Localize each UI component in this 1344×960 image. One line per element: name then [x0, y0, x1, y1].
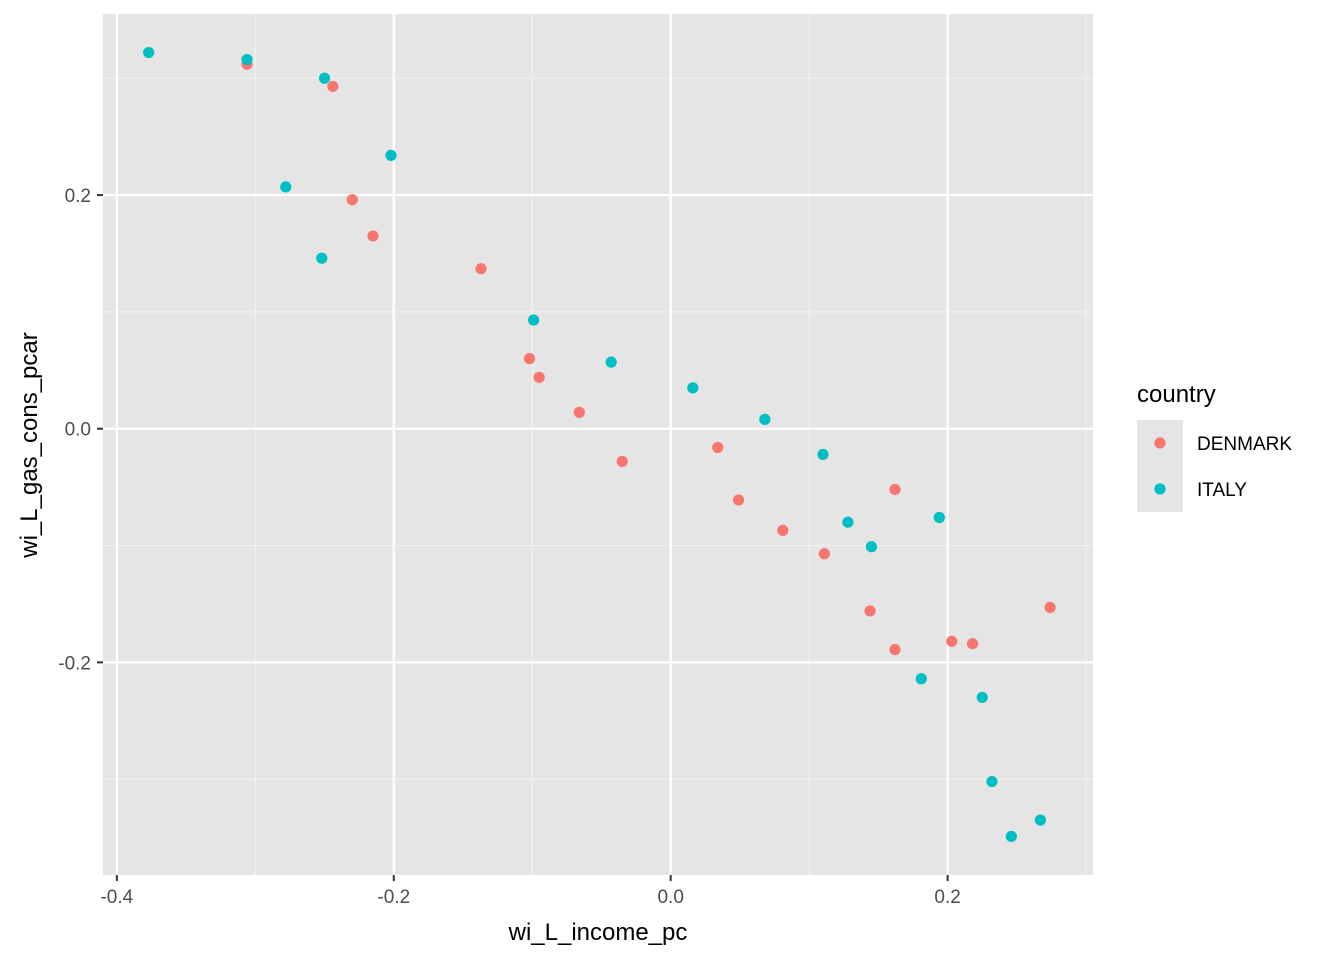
point-italy [605, 356, 617, 368]
point-italy [528, 314, 540, 326]
legend-marker-denmark [1154, 437, 1166, 449]
point-italy [842, 516, 854, 528]
data-points [143, 46, 1056, 843]
point-denmark [889, 483, 901, 496]
legend: country DENMARK ITALY [1137, 381, 1292, 512]
point-denmark [889, 643, 901, 656]
point-denmark [573, 406, 585, 418]
point-italy [976, 691, 988, 704]
point-denmark [346, 194, 358, 206]
point-denmark [818, 548, 830, 560]
point-italy [817, 448, 829, 461]
point-italy [759, 413, 771, 425]
x-tick-label: -0.2 [377, 887, 410, 908]
x-tick-label: -0.4 [100, 887, 133, 908]
legend-marker-italy [1154, 483, 1166, 495]
point-denmark [966, 638, 979, 650]
point-italy [241, 53, 253, 66]
minor-gridlines [103, 14, 1093, 875]
point-italy [915, 673, 927, 685]
y-tick-label: 0.0 [65, 420, 91, 441]
point-italy [143, 46, 155, 59]
x-axis-title: wi_L_income_pc [508, 919, 688, 946]
point-denmark [475, 263, 487, 275]
legend-label-italy: ITALY [1197, 480, 1247, 501]
point-italy [687, 382, 699, 394]
y-axis-title: wi_L_gas_cons_pcar [16, 332, 43, 558]
point-italy [385, 149, 397, 161]
point-italy [1034, 814, 1046, 826]
point-italy [316, 252, 328, 264]
point-denmark [533, 371, 545, 383]
point-italy [933, 511, 945, 524]
legend-title: country [1137, 381, 1216, 408]
x-axis: -0.4 -0.2 0.0 0.2 [100, 875, 961, 908]
y-tick-label: -0.2 [58, 653, 91, 674]
point-denmark [864, 605, 876, 617]
point-denmark [1044, 601, 1056, 614]
point-denmark [732, 494, 745, 506]
legend-label-denmark: DENMARK [1197, 434, 1292, 455]
point-italy [986, 775, 998, 788]
point-denmark [712, 441, 724, 454]
point-denmark [523, 353, 536, 365]
point-denmark [777, 524, 789, 536]
x-tick-label: 0.2 [934, 887, 960, 908]
major-gridlines [103, 14, 1093, 875]
x-tick-label: 0.0 [657, 887, 683, 908]
point-denmark [367, 230, 379, 242]
point-italy [318, 72, 331, 84]
plot-panel [103, 14, 1093, 875]
point-denmark [946, 635, 958, 647]
point-italy [280, 181, 292, 193]
y-axis: -0.2 0.0 0.2 [58, 186, 103, 674]
point-italy [865, 541, 878, 553]
y-tick-label: 0.2 [65, 186, 91, 207]
point-denmark [327, 80, 339, 93]
point-denmark [616, 455, 628, 468]
point-italy [1005, 830, 1017, 843]
